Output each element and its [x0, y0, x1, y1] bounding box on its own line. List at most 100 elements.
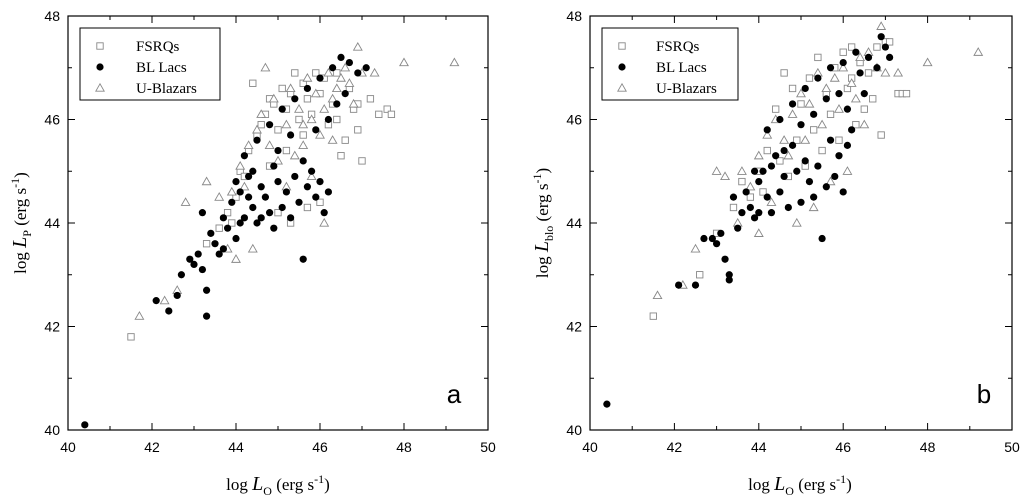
data-point-fsrqs: [274, 208, 282, 217]
data-point-bl-lacs: [236, 219, 244, 227]
legend-label-ublazars-a: U-Blazars: [136, 81, 197, 97]
data-point-fsrqs: [223, 208, 232, 217]
data-point-bl-lacs: [224, 224, 232, 232]
y-tick-label: 40: [566, 422, 582, 438]
data-point-bl-lacs: [814, 74, 822, 82]
data-point-u-blazars: [859, 119, 870, 129]
data-point-bl-lacs: [852, 48, 860, 56]
data-point-bl-lacs: [835, 90, 843, 98]
data-point-fsrqs: [826, 110, 835, 118]
data-point-bl-lacs: [211, 240, 219, 248]
data-point-fsrqs: [793, 136, 801, 144]
data-point-u-blazars: [344, 78, 355, 87]
data-point-bl-lacs: [729, 193, 738, 201]
x-tick-label: 44: [751, 439, 767, 455]
data-point-u-blazars: [711, 166, 722, 175]
legend-symbol-bl-lacs: [96, 63, 104, 71]
data-point-bl-lacs: [826, 136, 835, 144]
data-point-fsrqs: [375, 110, 383, 118]
x-tick-label: 50: [480, 439, 496, 455]
data-point-bl-lacs: [173, 291, 181, 300]
data-point-u-blazars: [352, 41, 363, 51]
data-point-bl-lacs: [877, 33, 885, 41]
data-point-u-blazars: [294, 104, 304, 113]
data-point-fsrqs: [772, 105, 780, 113]
data-point-fsrqs: [649, 312, 657, 320]
data-point-u-blazars: [690, 243, 701, 253]
data-point-bl-lacs: [881, 43, 890, 51]
data-point-fsrqs: [341, 136, 349, 144]
data-point-u-blazars: [779, 135, 790, 144]
data-point-bl-lacs: [788, 100, 797, 108]
data-point-u-blazars: [838, 62, 849, 72]
data-point-bl-lacs: [186, 255, 194, 263]
data-point-bl-lacs: [784, 203, 792, 212]
data-point-u-blazars: [753, 228, 764, 237]
data-point-fsrqs: [839, 48, 847, 56]
data-point-fsrqs: [249, 79, 257, 87]
data-point-u-blazars: [134, 311, 145, 320]
data-point-fsrqs: [337, 152, 345, 160]
data-point-bl-lacs: [767, 209, 776, 217]
data-point-u-blazars: [310, 88, 321, 98]
data-point-bl-lacs: [303, 183, 311, 191]
data-point-bl-lacs: [717, 229, 725, 237]
data-point-u-blazars: [247, 243, 258, 253]
data-point-bl-lacs: [763, 193, 771, 201]
data-point-bl-lacs: [270, 224, 278, 232]
data-point-bl-lacs: [219, 245, 227, 253]
data-point-fsrqs: [852, 121, 860, 129]
data-point-bl-lacs: [831, 172, 839, 181]
data-point-u-blazars: [736, 166, 747, 175]
data-point-fsrqs: [299, 79, 307, 87]
data-point-fsrqs: [810, 126, 818, 134]
legend-marker-fsrqs-a: [96, 42, 104, 50]
legend-symbol-bl-lacs: [618, 63, 626, 71]
y-tick-label: 40: [44, 422, 60, 438]
data-point-bl-lacs: [746, 203, 754, 212]
data-point-fsrqs: [333, 69, 341, 77]
data-point-u-blazars: [159, 295, 170, 305]
data-point-bl-lacs: [354, 69, 362, 77]
data-point-u-blazars: [834, 104, 844, 113]
data-point-bl-lacs: [848, 126, 856, 134]
data-point-bl-lacs: [249, 167, 257, 175]
data-point-u-blazars: [922, 57, 933, 67]
data-point-bl-lacs: [274, 146, 282, 155]
data-point-bl-lacs: [240, 214, 248, 222]
data-point-bl-lacs: [341, 90, 349, 98]
data-point-fsrqs: [316, 198, 324, 206]
data-point-bl-lacs: [278, 105, 286, 113]
data-point-fsrqs: [232, 193, 240, 201]
data-point-bl-lacs: [835, 152, 843, 160]
data-point-bl-lacs: [814, 162, 822, 170]
data-point-bl-lacs: [303, 84, 311, 93]
x-tick-label: 48: [920, 439, 936, 455]
legend-label-fsrqs-a: FSRQs: [136, 39, 180, 55]
y-tick-label: 42: [44, 319, 60, 335]
data-point-bl-lacs: [232, 234, 240, 243]
data-point-u-blazars: [817, 119, 828, 129]
data-point-u-blazars: [302, 72, 313, 82]
legend-label-fsrqs-b: FSRQs: [656, 39, 700, 55]
data-point-bl-lacs: [278, 203, 286, 212]
data-point-u-blazars: [846, 78, 857, 87]
data-point-fsrqs: [303, 95, 312, 103]
data-point-bl-lacs: [725, 271, 733, 279]
data-point-u-blazars: [808, 202, 819, 212]
data-point-u-blazars: [348, 98, 359, 108]
data-point-fsrqs: [814, 53, 822, 62]
x-tick-label: 40: [582, 439, 598, 455]
data-point-bl-lacs: [788, 141, 797, 149]
data-point-u-blazars: [260, 62, 271, 72]
legend-symbol-u-blazars: [95, 82, 105, 92]
data-point-bl-lacs: [312, 193, 320, 201]
y-tick-label: 48: [566, 8, 582, 24]
data-point-fsrqs: [127, 333, 135, 341]
data-point-fsrqs: [869, 95, 877, 103]
data-point-u-blazars: [880, 67, 891, 77]
data-point-fsrqs: [746, 193, 755, 201]
data-point-bl-lacs: [362, 64, 370, 72]
data-point-bl-lacs: [839, 188, 847, 196]
data-point-bl-lacs: [299, 255, 307, 263]
